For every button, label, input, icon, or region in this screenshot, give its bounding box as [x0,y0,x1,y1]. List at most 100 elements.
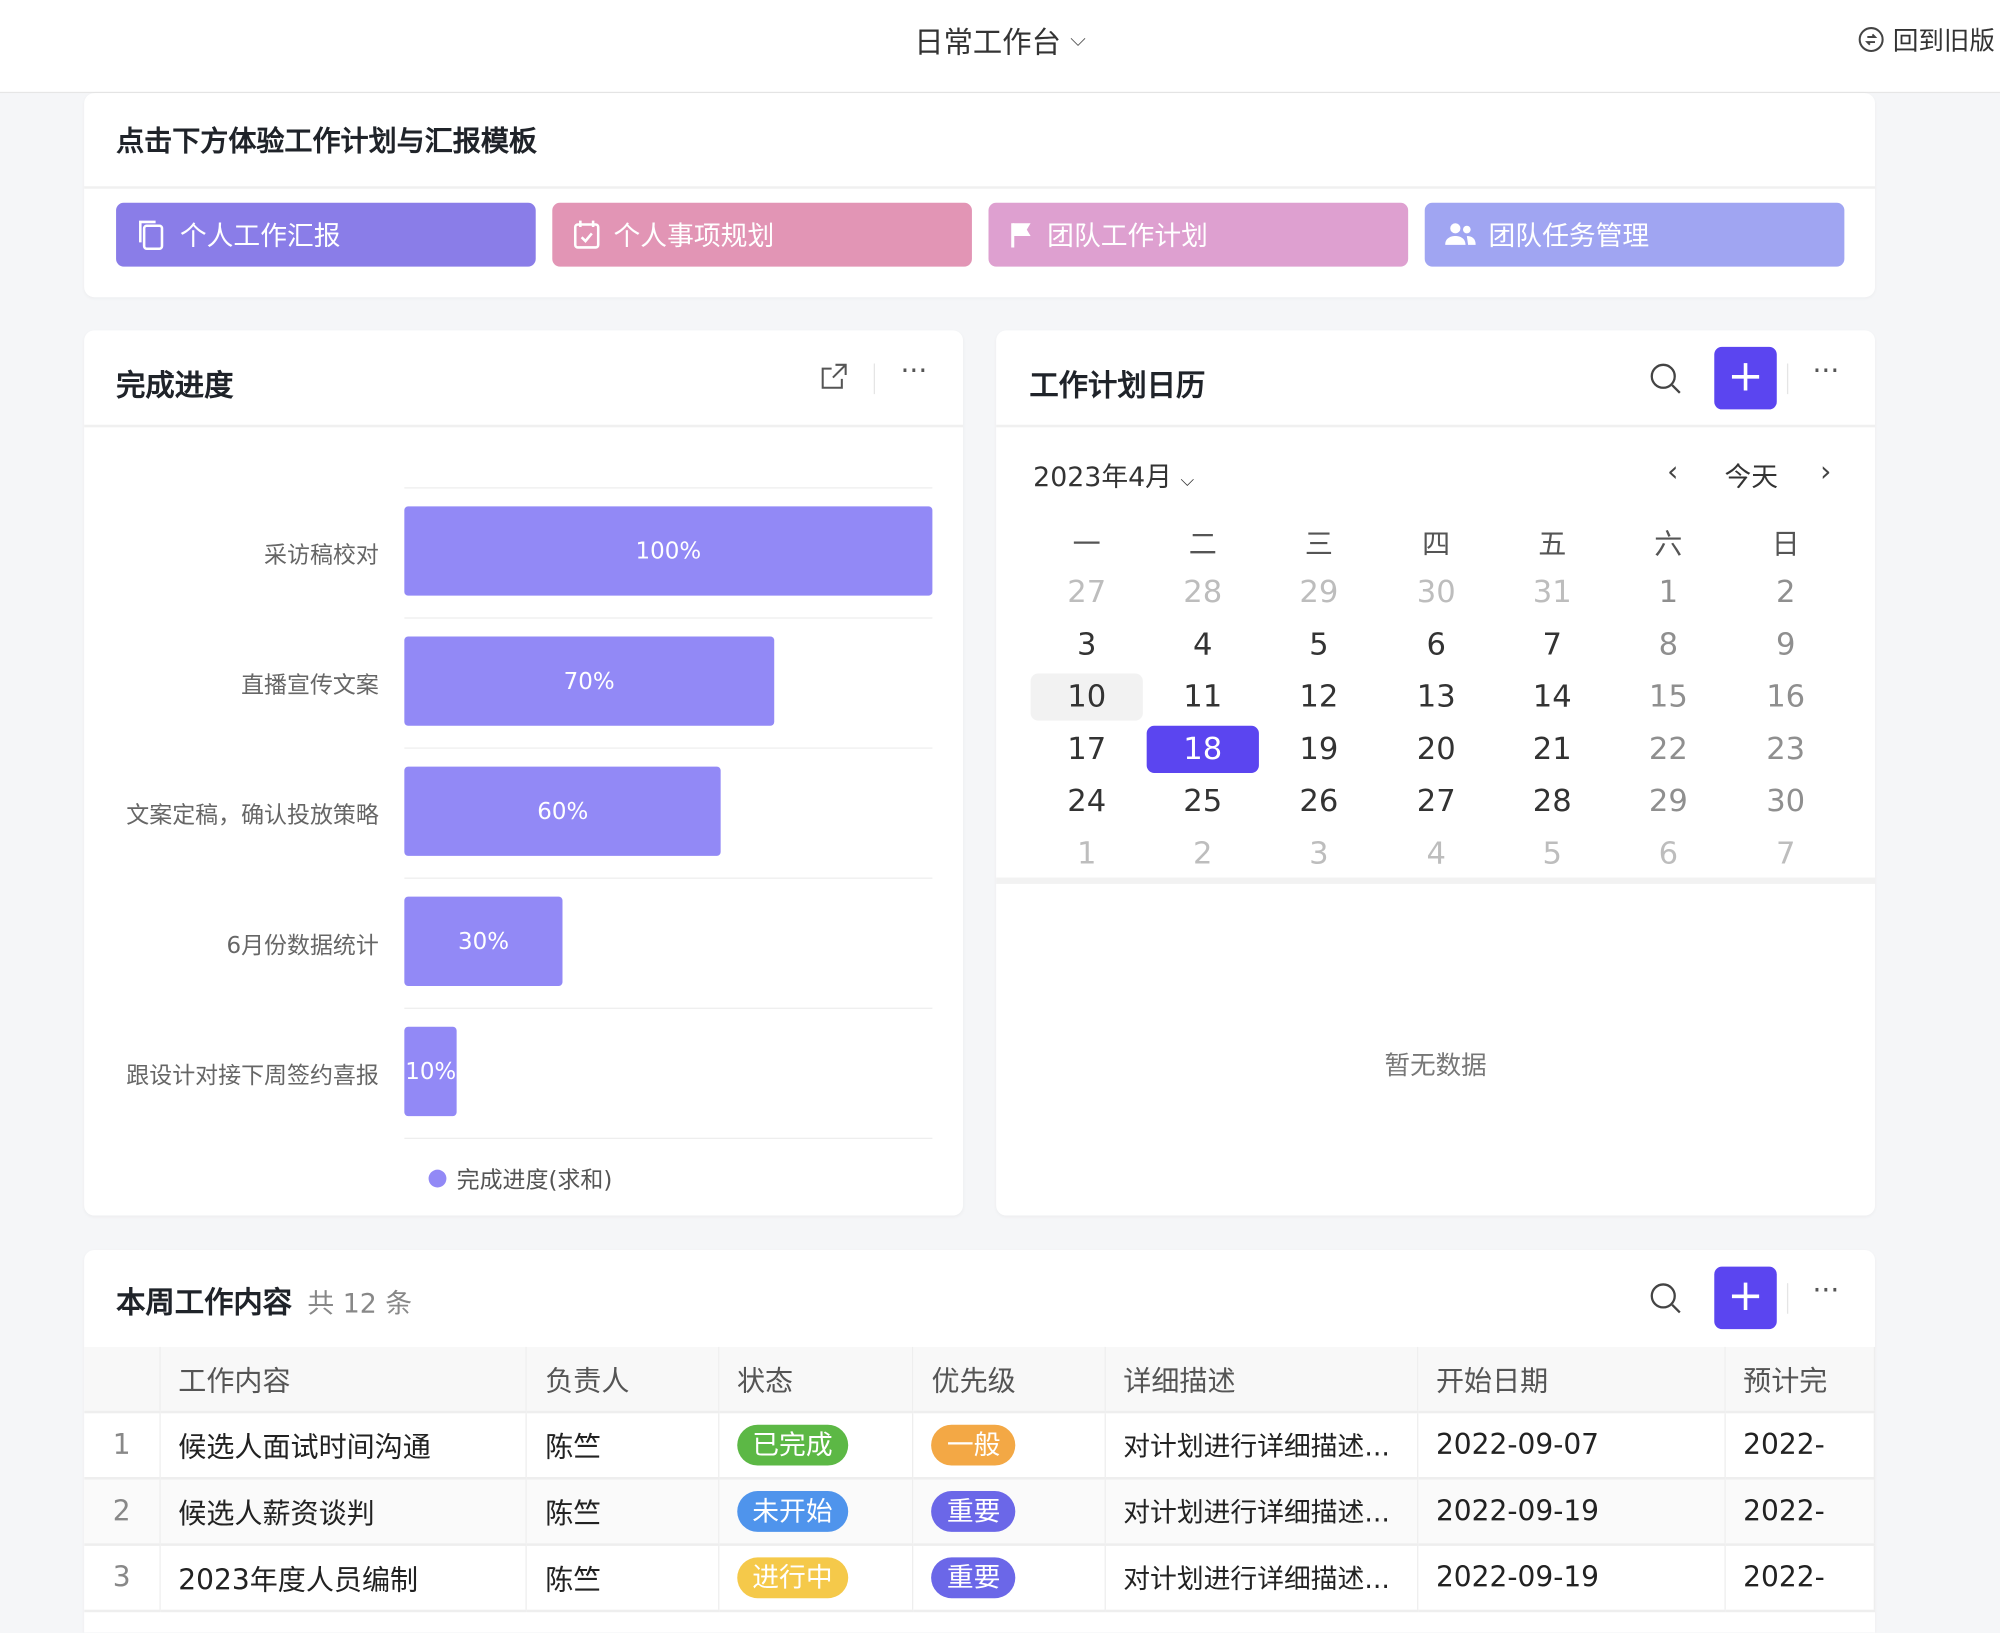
calendar-day[interactable]: 2 [1775,573,1796,610]
start-date[interactable]: 2022-09-07 [1417,1411,1726,1480]
end-date[interactable]: 2022- [1724,1544,1875,1613]
calendar-day[interactable]: 6 [1426,626,1446,662]
calendar-day[interactable]: 6 [1658,835,1679,872]
weekday-label: 六 [1654,529,1683,562]
calendar-day[interactable]: 1 [1658,573,1679,610]
calendar-day[interactable]: 14 [1532,678,1572,715]
progress-bar[interactable]: 10% [404,1026,458,1117]
calendar-day[interactable]: 13 [1416,678,1456,715]
end-date[interactable]: 2022- [1724,1478,1875,1546]
more-icon[interactable]: ··· [1812,1275,1840,1308]
today-button[interactable]: 今天 [1724,461,1779,493]
calendar-day[interactable]: 23 [1766,730,1806,767]
back-to-old-version-button[interactable]: 回到旧版 [1857,20,1995,57]
calendar-day[interactable]: 18 [1146,725,1259,773]
task-description[interactable]: 对计划进行详细描述... [1104,1478,1419,1546]
switch-icon [1858,26,1884,52]
calendar-day[interactable]: 26 [1299,783,1339,819]
calendar-day[interactable]: 11 [1183,678,1223,715]
start-date[interactable]: 2022-09-19 [1417,1544,1726,1613]
calendar-day[interactable]: 7 [1775,835,1796,872]
priority-cell[interactable]: 重要 [913,1478,1106,1546]
search-icon[interactable] [1649,1282,1682,1320]
table-row[interactable]: 3 2023年度人员编制 陈竺 进行中 重要 对计划进行详细描述... 2022… [84,1544,1875,1613]
calendar-day[interactable]: 15 [1648,678,1688,715]
template-button-3[interactable]: 团队任务管理 [1424,202,1845,267]
calendar-day[interactable]: 5 [1309,626,1329,662]
progress-bar[interactable]: 60% [404,766,722,856]
workspace-switcher[interactable]: 日常工作台 ⌵ [0,18,2000,61]
calendar-day[interactable]: 31 [1532,573,1572,610]
calendar-day[interactable]: 8 [1658,626,1679,662]
calendar-day[interactable]: 12 [1299,678,1339,715]
calendar-day[interactable]: 24 [1067,783,1107,819]
calendar-day[interactable]: 25 [1183,783,1223,819]
calendar-day[interactable]: 28 [1183,573,1223,610]
status-cell[interactable]: 已完成 [718,1411,914,1480]
progress-bar[interactable]: 100% [404,506,933,596]
calendar-day[interactable]: 28 [1532,783,1572,819]
calendar-day[interactable]: 30 [1416,573,1456,610]
priority-cell[interactable]: 重要 [913,1544,1106,1613]
status-cell[interactable]: 未开始 [718,1478,914,1546]
progress-bar[interactable]: 30% [404,896,563,986]
task-content[interactable]: 2023年度人员编制 [159,1544,528,1613]
priority-cell[interactable]: 一般 [913,1411,1106,1480]
calendar-day[interactable]: 5 [1542,835,1563,872]
template-button-1[interactable]: 个人事项规划 [552,202,972,267]
table-row[interactable]: 1 候选人面试时间沟通 陈竺 已完成 一般 对计划进行详细描述... 2022-… [84,1411,1875,1480]
calendar-day[interactable]: 16 [1766,678,1806,715]
calendar-day[interactable]: 20 [1416,730,1456,767]
task-owner[interactable]: 陈竺 [526,1544,720,1613]
month-picker[interactable]: 2023年4月 ⌵ [1033,457,1194,495]
template-button-2[interactable]: 团队工作计划 [988,202,1409,267]
column-header[interactable]: 工作内容 [159,1346,528,1414]
back-label: 回到旧版 [1892,25,1995,57]
progress-bar[interactable]: 70% [404,636,774,726]
add-task-button[interactable]: + [1714,1266,1777,1330]
calendar-day[interactable]: 19 [1299,730,1339,767]
calendar-day[interactable]: 4 [1193,626,1213,662]
column-header[interactable]: 详细描述 [1104,1346,1419,1414]
status-cell[interactable]: 进行中 [718,1544,914,1613]
calendar-day[interactable]: 3 [1309,835,1329,872]
calendar-day[interactable]: 4 [1426,835,1446,872]
task-description[interactable]: 对计划进行详细描述... [1104,1411,1419,1480]
start-date[interactable]: 2022-09-19 [1417,1478,1726,1546]
calendar-day[interactable]: 2 [1193,835,1213,872]
calendar-day[interactable]: 7 [1542,626,1563,662]
task-content[interactable]: 候选人薪资谈判 [159,1478,528,1546]
search-icon[interactable] [1649,362,1682,400]
calendar-day[interactable]: 3 [1076,626,1097,662]
more-icon[interactable]: ··· [900,355,928,388]
column-header[interactable]: 状态 [718,1346,914,1414]
column-header[interactable]: 开始日期 [1417,1346,1726,1414]
calendar-day[interactable]: 27 [1067,573,1107,610]
calendar-day[interactable]: 9 [1775,626,1796,662]
calendar-day[interactable]: 17 [1067,730,1107,767]
add-plan-button[interactable]: + [1714,346,1777,410]
prev-month-button[interactable]: ‹ [1667,456,1679,489]
task-content[interactable]: 候选人面试时间沟通 [159,1411,528,1480]
calendar-day[interactable]: 21 [1532,730,1572,767]
more-icon[interactable]: ··· [1812,355,1840,388]
column-header[interactable] [84,1346,161,1414]
open-external-icon[interactable] [819,361,850,399]
next-month-button[interactable]: › [1820,456,1832,489]
calendar-day[interactable]: 10 [1030,673,1143,721]
task-owner[interactable]: 陈竺 [526,1411,720,1480]
task-description[interactable]: 对计划进行详细描述... [1104,1544,1419,1613]
task-owner[interactable]: 陈竺 [526,1478,720,1546]
calendar-day[interactable]: 27 [1416,783,1456,819]
calendar-day[interactable]: 22 [1648,730,1688,767]
table-row[interactable]: 2 候选人薪资谈判 陈竺 未开始 重要 对计划进行详细描述... 2022-09… [84,1478,1875,1546]
column-header[interactable]: 优先级 [913,1346,1106,1414]
template-button-0[interactable]: 个人工作汇报 [116,202,536,267]
column-header[interactable]: 预计完 [1724,1346,1875,1414]
end-date[interactable]: 2022- [1724,1411,1875,1480]
column-header[interactable]: 负责人 [526,1346,720,1414]
calendar-day[interactable]: 29 [1648,783,1688,819]
calendar-day[interactable]: 1 [1076,835,1097,872]
calendar-day[interactable]: 29 [1299,573,1339,610]
calendar-day[interactable]: 30 [1766,783,1806,819]
